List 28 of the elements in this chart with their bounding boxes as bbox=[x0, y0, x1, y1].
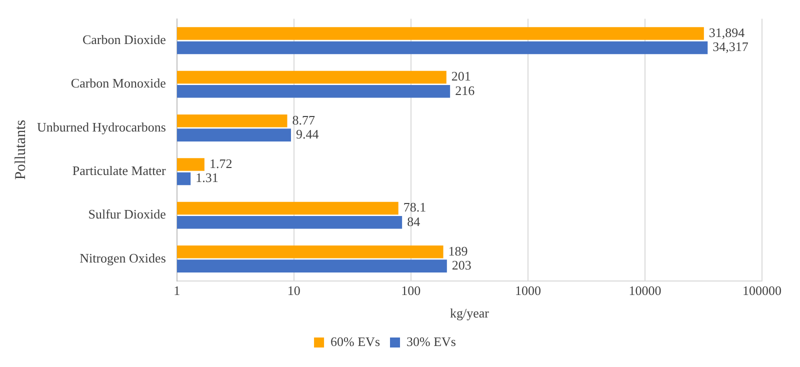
data-label: 1.31 bbox=[196, 170, 218, 186]
x-tick-label: 100000 bbox=[742, 283, 782, 298]
y-tick-label: Particulate Matter bbox=[72, 163, 167, 178]
data-label: 34,317 bbox=[712, 39, 749, 54]
y-axis-title: Pollutants bbox=[12, 120, 29, 180]
data-label: 84 bbox=[407, 214, 421, 229]
y-tick-label: Unburned Hydrocarbons bbox=[36, 119, 166, 134]
y-tick-label: Sulfur Dioxide bbox=[88, 206, 166, 222]
data-label: 216 bbox=[455, 82, 476, 98]
data-label: 189 bbox=[448, 243, 468, 258]
data-label: 1.72 bbox=[209, 156, 232, 171]
legend-label: 60% EVs bbox=[330, 334, 380, 349]
x-tick-label: 1 bbox=[174, 283, 180, 298]
data-label: 31,894 bbox=[708, 24, 746, 40]
y-tick-label: Carbon Monoxide bbox=[70, 76, 166, 91]
x-tick-label: 10 bbox=[287, 283, 300, 298]
x-tick-label: 100 bbox=[401, 283, 421, 298]
data-label: 78.1 bbox=[403, 200, 426, 215]
legend-label: 30% EVs bbox=[406, 334, 456, 349]
y-tick-label: Carbon Dioxide bbox=[82, 32, 166, 48]
data-label: 203 bbox=[452, 257, 472, 272]
x-tick-label: 1000 bbox=[514, 283, 541, 298]
data-label: 9.44 bbox=[296, 126, 320, 142]
data-label: 201 bbox=[451, 68, 471, 84]
x-axis-title: kg/year bbox=[450, 306, 490, 321]
x-tick-label: 10000 bbox=[628, 283, 662, 298]
y-tick-label: Nitrogen Oxides bbox=[80, 250, 166, 266]
data-label: 8.77 bbox=[292, 112, 316, 128]
